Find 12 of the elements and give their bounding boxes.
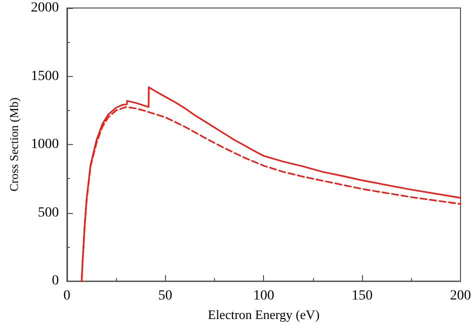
y-tick-label: 0 bbox=[52, 274, 59, 289]
x-axis-title: Electron Energy (eV) bbox=[208, 307, 320, 322]
y-tick-label: 2000 bbox=[30, 0, 59, 16]
y-tick-label: 500 bbox=[38, 205, 59, 220]
y-axis-title: Cross Section (Mb) bbox=[7, 98, 21, 192]
x-tick-label: 0 bbox=[63, 288, 70, 304]
x-tick-label: 50 bbox=[158, 288, 172, 304]
y-tick-label: 1500 bbox=[30, 68, 59, 84]
y-tick-label: 1000 bbox=[30, 137, 59, 152]
x-tick-label: 100 bbox=[253, 288, 274, 304]
x-tick-label: 200 bbox=[450, 288, 471, 304]
x-tick-label: 150 bbox=[352, 288, 373, 304]
